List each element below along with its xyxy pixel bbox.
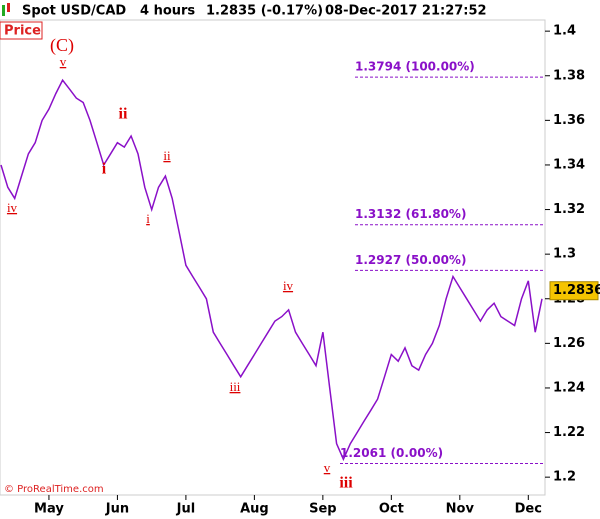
wave-label: i [146,211,150,226]
panel-label-box [0,21,43,40]
x-tick-label: Jul [176,502,196,517]
timestamp: 08-Dec-2017 21:27:52 [325,4,487,19]
y-tick-label: 1.36 [553,113,585,128]
wave-label: i [102,161,107,178]
wave-label: iii [339,475,353,492]
y-tick-label: 1.2 [553,470,576,485]
y-tick-label: 1.32 [553,202,585,217]
wave-label: v [324,460,331,475]
y-tick-label: 1.26 [553,336,585,351]
x-tick-label: Sep [309,502,337,517]
header: Spot USD/CAD 4 hours 1.2835 (-0.17%) 08-… [22,4,487,19]
fib-label: 1.2061 (0.00%) [340,446,443,460]
price-line [0,78,543,462]
y-tick-label: 1.34 [553,157,585,172]
y-tick-label: 1.38 [553,68,585,83]
plot-frame [0,19,546,496]
y-tick-label: 1.24 [553,380,585,395]
last-value: 1.2836 [553,283,600,298]
fib-label: 1.2927 (50.00%) [355,253,466,267]
wave-label: v [60,54,67,69]
x-tick-label: Oct [379,502,404,517]
fib-label: 1.3794 (100.00%) [355,60,475,74]
y-tick-label: 1.22 [553,425,585,440]
wave-label: (C) [50,35,74,56]
x-tick-label: May [34,502,64,517]
last-change: 1.2835 (-0.17%) [206,4,323,19]
panel-label: Price [4,24,41,39]
copyright: © ProRealTime.com [4,484,104,495]
wave-label: iv [283,278,294,293]
wave-label: iii [230,379,241,394]
y-tick-label: 1.3 [553,247,576,262]
y-tick-label: 1.4 [553,24,576,39]
icon [2,5,5,16]
fib-label: 1.3132 (61.80%) [355,207,466,221]
wave-label: ii [119,106,128,123]
x-tick-label: Aug [240,502,269,517]
timeframe: 4 hours [140,4,195,19]
x-tick-label: Nov [446,502,475,517]
last-value-box [549,281,599,301]
instrument: Spot USD/CAD [22,4,126,19]
x-tick-label: Jun [105,502,129,517]
icon [7,3,10,12]
wave-label: ii [163,148,171,163]
x-tick-label: Dec [515,502,542,517]
wave-label: iv [7,200,18,215]
